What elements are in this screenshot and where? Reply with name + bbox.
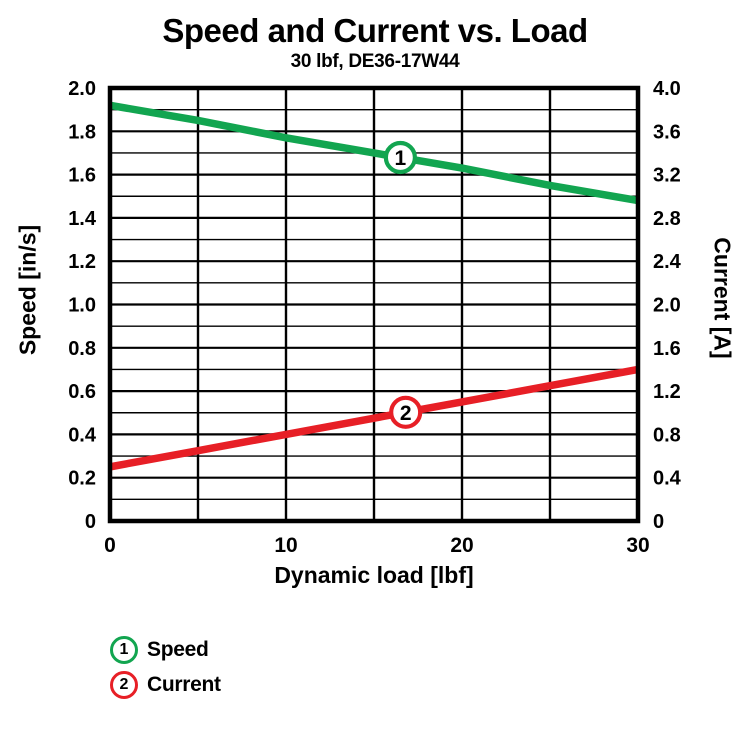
right-tick-label: 3.2 xyxy=(653,165,681,187)
line-marker-circle-2 xyxy=(389,395,423,429)
x-axis-title: Dynamic load [lbf] xyxy=(274,562,474,588)
series-line-current xyxy=(109,365,639,471)
line-marker-circle-1 xyxy=(383,140,417,175)
legend-item-current: 2 Current xyxy=(110,671,221,699)
left-tick-label: 1.8 xyxy=(68,121,96,143)
legend-marker-number: 1 xyxy=(119,641,129,658)
legend: 1 Speed 2 Current xyxy=(110,636,221,706)
x-tick-label: 0 xyxy=(104,534,116,557)
left-tick-label: 0.2 xyxy=(68,468,96,490)
left-tick-label: 0.6 xyxy=(68,381,96,403)
current-marker-icon: 2 xyxy=(110,671,138,699)
left-tick-label: 0.8 xyxy=(68,338,96,360)
legend-item-speed: 1 Speed xyxy=(110,636,221,664)
left-tick-label: 0.4 xyxy=(68,424,97,446)
right-tick-label: 2.0 xyxy=(653,295,681,317)
x-tick-label: 30 xyxy=(626,534,649,557)
chart-title: Speed and Current vs. Load xyxy=(162,12,588,49)
right-tick-label: 0.8 xyxy=(653,424,681,446)
legend-marker-number: 2 xyxy=(119,676,129,693)
right-tick-label: 1.6 xyxy=(653,338,681,360)
right-tick-label: 2.8 xyxy=(653,208,681,230)
x-tick-label: 20 xyxy=(450,534,473,557)
right-tick-label: 0.4 xyxy=(653,468,682,490)
left-tick-label: 1.4 xyxy=(68,208,97,230)
chart-subtitle: 30 lbf, DE36-17W44 xyxy=(290,51,460,72)
line-marker-number-1: 1 xyxy=(395,147,407,170)
left-tick-label: 1.0 xyxy=(68,295,96,317)
left-tick-label: 1.2 xyxy=(68,251,96,273)
right-tick-label: 0 xyxy=(653,511,664,533)
right-tick-label: 2.4 xyxy=(653,251,682,273)
right-tick-label: 4.0 xyxy=(653,78,681,100)
series-line-speed xyxy=(109,101,639,205)
left-tick-label: 2.0 xyxy=(68,78,96,100)
legend-label-current: Current xyxy=(147,673,221,696)
speed-marker-icon: 1 xyxy=(110,636,138,664)
line-marker-number-2: 2 xyxy=(400,402,412,425)
left-tick-label: 1.6 xyxy=(68,165,96,187)
right-tick-label: 1.2 xyxy=(653,381,681,403)
x-tick-label: 10 xyxy=(274,534,297,557)
left-tick-label: 0 xyxy=(85,511,96,533)
legend-label-speed: Speed xyxy=(147,638,209,661)
plot-border xyxy=(107,85,641,524)
right-tick-label: 3.6 xyxy=(653,121,681,143)
